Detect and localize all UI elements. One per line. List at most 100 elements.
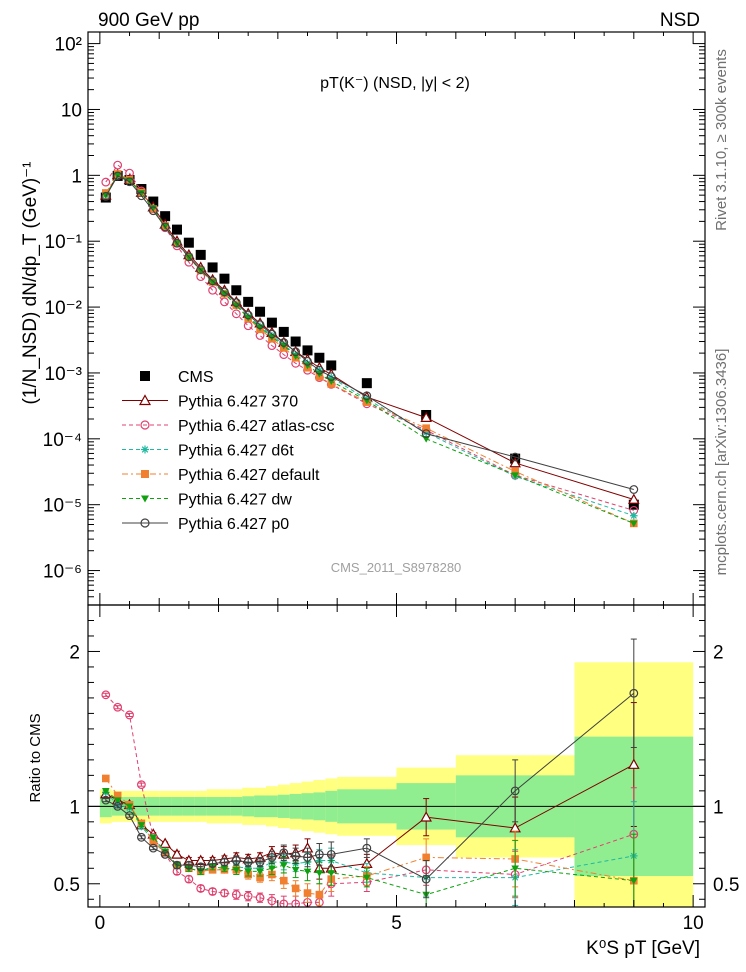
- series-point: [125, 177, 134, 185]
- watermark: CMS_2011_S8978280: [331, 560, 462, 575]
- cms-point: [243, 296, 254, 307]
- cms-point: [207, 262, 218, 273]
- y-tick-label: 10⁻⁴: [43, 430, 82, 451]
- series-point: [220, 297, 229, 307]
- cms-point: [266, 317, 277, 328]
- legend: CMS Pythia 6.427 370 Pythia 6.427 atlas-cs…: [122, 369, 335, 533]
- legend-marker: [141, 470, 149, 478]
- series-line: [105, 173, 635, 524]
- series-point: [208, 276, 217, 286]
- y-tick-label: 10⁻⁵: [43, 496, 82, 517]
- series-point: [627, 493, 640, 504]
- series-point: [208, 285, 217, 295]
- ratio-point: [303, 868, 312, 876]
- series-point: [420, 411, 432, 422]
- legend-entry: Pythia 6.427 default: [122, 467, 320, 484]
- x-tick-label: 5: [391, 913, 402, 934]
- ratio-point: [101, 795, 111, 805]
- series-point: [231, 298, 241, 307]
- y-tick-label: 1: [71, 166, 82, 187]
- ratio-point: [161, 848, 169, 856]
- series-point: [220, 290, 229, 298]
- ratio-point: [149, 834, 158, 842]
- ratio-point: [113, 791, 122, 800]
- cms-point: [219, 273, 230, 284]
- ratio-point: [125, 710, 134, 720]
- legend-label: Pythia 6.427 atlas-csc: [178, 418, 335, 435]
- ratio-point: [243, 857, 253, 867]
- ratio-point: [113, 702, 123, 712]
- y-tick-label: 10: [61, 100, 82, 121]
- legend-label: Pythia 6.427 d6t: [178, 443, 294, 460]
- ratio-point: [159, 837, 171, 848]
- cms-point: [278, 326, 289, 337]
- ratio-point: [256, 873, 264, 882]
- y-tick-label: 10⁻³: [45, 364, 83, 385]
- cms-point: [361, 378, 372, 389]
- mcplots-label: mcplots.cern.ch [arXiv:1306.3436]: [713, 349, 730, 576]
- ratio-y-tick-label: 2: [69, 642, 80, 663]
- series-point: [148, 206, 158, 216]
- ratio-point: [629, 688, 639, 698]
- ratio-point: [314, 849, 324, 859]
- series-point: [422, 428, 430, 437]
- legend-entry: Pythia 6.427 atlas-csc: [122, 418, 335, 435]
- ratio-point: [267, 896, 277, 906]
- legend-label: Pythia 6.427 370: [178, 394, 298, 411]
- ratio-point: [171, 848, 183, 859]
- legend-marker: [138, 394, 152, 406]
- ratio-point: [101, 774, 110, 783]
- series-point: [511, 467, 519, 476]
- series-line: [105, 175, 634, 490]
- ratio-point: [268, 865, 276, 873]
- ratio-point: [279, 876, 288, 885]
- ratio-point: [172, 860, 182, 870]
- ratio-y-tick-label-right: 2: [713, 642, 724, 663]
- ratio-point: [196, 884, 206, 893]
- ratio-point: [291, 884, 300, 893]
- ratio-point: [137, 822, 146, 829]
- cms-point: [231, 285, 242, 296]
- ratio-point: [231, 856, 241, 865]
- cms-point: [255, 306, 266, 317]
- series-line: [105, 175, 634, 517]
- ratio-point: [326, 849, 336, 859]
- series-point: [136, 191, 146, 201]
- legend-entry: CMS: [140, 369, 214, 386]
- ratio-point: [231, 890, 241, 900]
- ratio-point: [148, 843, 158, 853]
- legend-label: Pythia 6.427 default: [178, 467, 320, 484]
- ratio-point: [101, 788, 110, 795]
- ratio-point: [279, 848, 289, 858]
- ratio-series-pythia-6-427-p0: [101, 638, 639, 899]
- ratio-point: [136, 780, 146, 790]
- x-tick-label: 10: [683, 913, 704, 934]
- ratio-y-tick-label: 1: [69, 797, 80, 818]
- ratio-point: [291, 899, 301, 907]
- ratio-point: [511, 865, 519, 873]
- series-point: [196, 265, 206, 275]
- ratio-point: [267, 853, 277, 862]
- ratio-point: [136, 832, 146, 842]
- series-point: [510, 452, 520, 462]
- rivet-version-label: Rivet 3.1.10, ≥ 300k events: [713, 49, 730, 231]
- y-tick-label: 10²: [55, 35, 82, 56]
- ratio-point: [420, 811, 432, 822]
- ratio-point: [627, 758, 640, 769]
- cms-point: [160, 211, 171, 222]
- series-point: [113, 160, 123, 170]
- cms-point: [628, 499, 639, 510]
- ratio-point: [279, 862, 288, 869]
- ratio-y-axis-label: Ratio to CMS: [27, 713, 44, 802]
- legend-marker: [140, 518, 150, 528]
- cms-point: [314, 352, 325, 363]
- series-point: [511, 472, 519, 480]
- ratio-point: [279, 899, 289, 907]
- series-line: [105, 174, 634, 524]
- ratio-y-tick-label: 0.5: [54, 875, 80, 896]
- series-point: [326, 372, 336, 382]
- cms-point: [326, 360, 337, 371]
- ratio-point: [149, 838, 158, 846]
- legend-entry: Pythia 6.427 dw: [122, 492, 292, 509]
